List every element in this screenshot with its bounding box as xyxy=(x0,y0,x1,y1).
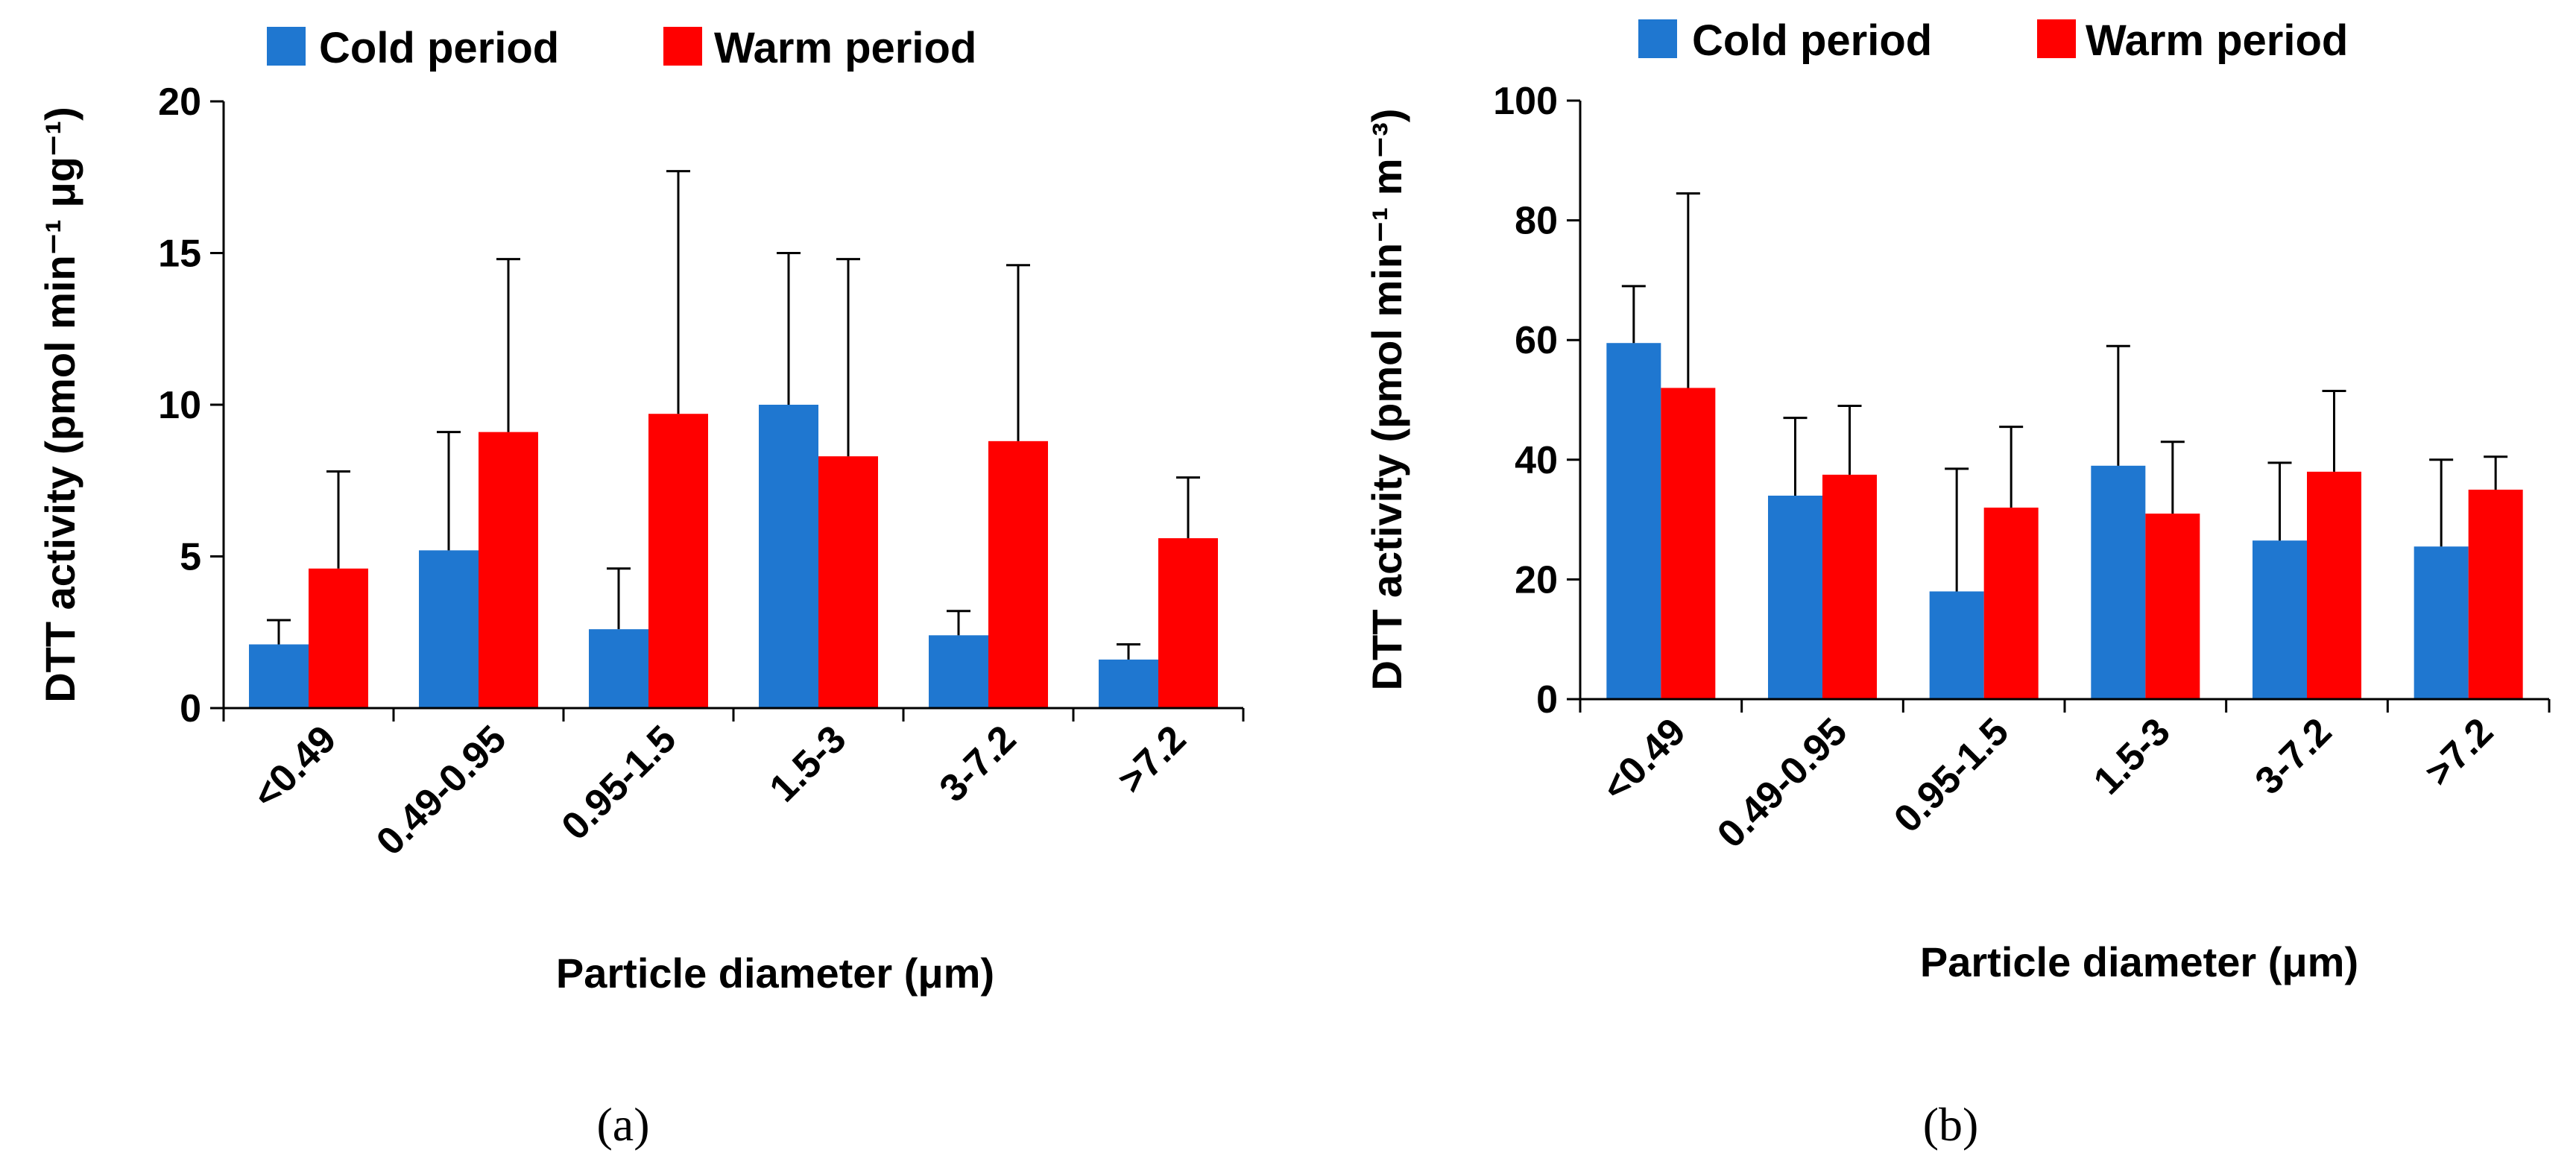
legend-swatch-cold-a xyxy=(267,27,306,66)
bar-cold-b xyxy=(1606,343,1661,699)
y-tick-label-b: 20 xyxy=(1515,558,1558,602)
bar-warm-b xyxy=(1661,388,1716,699)
error-bars-a xyxy=(267,170,1200,660)
y-tick-label-b: 100 xyxy=(1493,80,1558,123)
bar-cold-a xyxy=(1099,659,1158,708)
x-tick-label-b: 1.5-3 xyxy=(2086,710,2179,803)
axes-a xyxy=(222,101,1243,710)
bar-warm-b xyxy=(1822,474,1877,699)
error-bars-b xyxy=(1621,192,2508,592)
bar-warm-b xyxy=(2145,514,2200,699)
axes-b xyxy=(1579,101,2549,701)
y-ticks-a: 0 5 10 15 20 xyxy=(158,80,224,730)
bar-cold-b xyxy=(2253,540,2307,699)
bar-cold-a xyxy=(929,635,988,708)
y-tick-label-a: 5 xyxy=(180,536,201,579)
bar-warm-a xyxy=(648,414,708,708)
bar-cold-a xyxy=(759,405,818,708)
y-tick-label-a: 0 xyxy=(180,687,201,730)
y-tick-label-b: 60 xyxy=(1515,319,1558,362)
x-ticks-a: <0.49 0.49-0.95 0.95-1.5 1.5-3 3-7.2 >7.2 xyxy=(222,708,1245,864)
y-tick-label-a: 10 xyxy=(158,384,201,427)
bar-cold-b xyxy=(2091,465,2146,699)
chart-panel-b: Cold period Warm period 0 20 40 60 80 100 <0.… xyxy=(1363,16,2551,1151)
bar-warm-a xyxy=(818,456,878,708)
legend-b: Cold period Warm period xyxy=(1638,16,2348,65)
bar-cold-b xyxy=(2414,546,2469,699)
y-ticks-b: 0 20 40 60 80 100 xyxy=(1493,80,1580,722)
bar-warm-a xyxy=(988,441,1048,708)
x-tick-label-b: 0.95-1.5 xyxy=(1886,710,2017,841)
legend-label-cold-a: Cold period xyxy=(319,24,559,72)
y-axis-title-b: DTT activity (pmol min⁻¹ m⁻³) xyxy=(1363,109,1410,691)
x-tick-label-b: 0.49-0.95 xyxy=(1709,710,1855,856)
x-tick-label-a: 0.95-1.5 xyxy=(554,717,685,848)
y-tick-label-b: 80 xyxy=(1515,200,1558,243)
bars-a xyxy=(249,405,1218,708)
legend-label-warm-b: Warm period xyxy=(2086,16,2348,65)
x-tick-label-b: 3-7.2 xyxy=(2247,710,2340,803)
bar-warm-a xyxy=(479,432,538,708)
y-tick-label-a: 15 xyxy=(158,233,201,276)
x-tick-label-b: >7.2 xyxy=(2417,710,2502,795)
bar-cold-a xyxy=(589,629,648,708)
panel-label-a: (a) xyxy=(596,1098,649,1151)
x-tick-label-a: 3-7.2 xyxy=(932,717,1025,810)
x-tick-label-a: 1.5-3 xyxy=(762,717,855,810)
bar-warm-b xyxy=(2307,471,2361,699)
x-axis-title-b: Particle diameter (μm) xyxy=(1920,938,2358,985)
x-tick-label-a: <0.49 xyxy=(244,717,344,817)
y-tick-label-b: 40 xyxy=(1515,439,1558,482)
bars-b xyxy=(1606,343,2523,699)
bar-cold-a xyxy=(249,644,309,708)
bar-warm-a xyxy=(309,568,368,708)
legend-a: Cold period Warm period xyxy=(267,24,976,72)
bar-warm-b xyxy=(2468,489,2523,699)
y-tick-label-b: 0 xyxy=(1536,678,1558,722)
legend-swatch-warm-b xyxy=(2037,19,2076,58)
legend-label-cold-b: Cold period xyxy=(1692,16,1932,65)
bar-cold-a xyxy=(419,550,479,708)
bar-cold-b xyxy=(1929,591,1984,699)
x-tick-label-a: 0.49-0.95 xyxy=(368,717,514,863)
bar-warm-b xyxy=(1983,508,2039,699)
legend-swatch-cold-b xyxy=(1638,19,1677,58)
y-tick-label-a: 20 xyxy=(158,80,201,124)
x-ticks-b: <0.49 0.49-0.95 0.95-1.5 1.5-3 3-7.2 >7.2 xyxy=(1579,699,2551,856)
bar-warm-a xyxy=(1158,538,1218,708)
bar-cold-b xyxy=(1768,495,1822,699)
x-tick-label-a: >7.2 xyxy=(1110,717,1195,802)
x-axis-title-a: Particle diameter (μm) xyxy=(556,950,994,997)
panel-label-b: (b) xyxy=(1923,1098,1979,1151)
y-axis-title-a: DTT activity (pmol min⁻¹ μg⁻¹) xyxy=(37,107,83,703)
legend-swatch-warm-a xyxy=(663,27,702,66)
x-tick-label-b: <0.49 xyxy=(1594,710,1694,809)
legend-label-warm-a: Warm period xyxy=(714,24,976,72)
